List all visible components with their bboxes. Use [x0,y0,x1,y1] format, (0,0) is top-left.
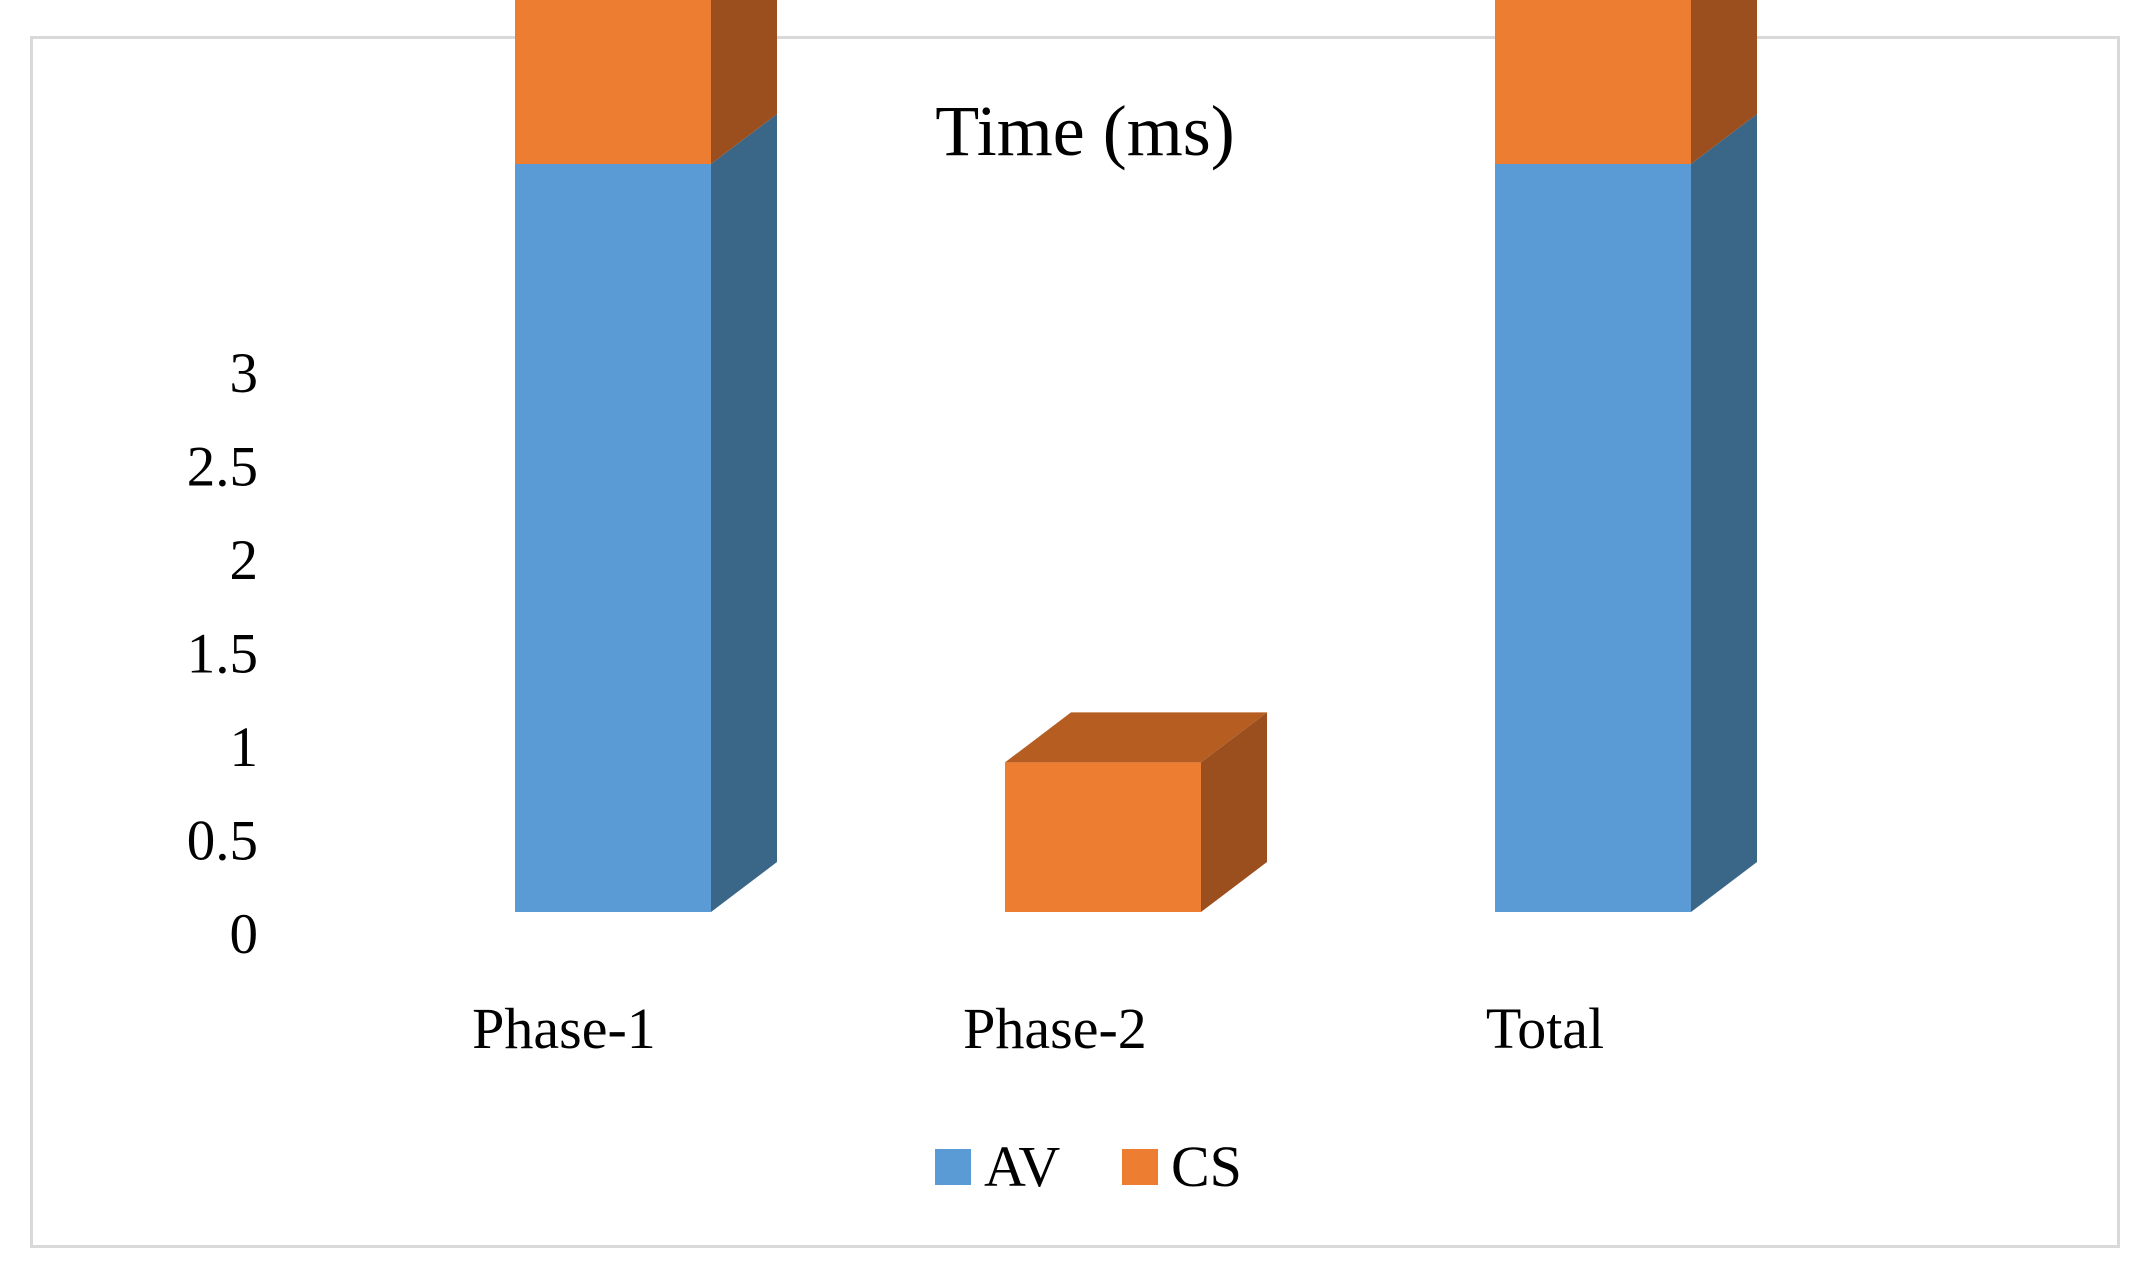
chart-title: Time (ms) [935,91,1234,171]
bar-front-face [1005,762,1201,912]
x-tick-label: Phase-2 [963,996,1147,1061]
y-tick-label: 2 [230,529,259,592]
y-tick-label: 1.5 [187,623,258,686]
x-axis-labels: Phase-1 Phase-2 Total [472,996,1604,1061]
x-tick-label: Phase-1 [472,996,656,1061]
legend-label-av: AV [984,1134,1060,1199]
bar-front-face [1495,0,1691,164]
bar-side-face [711,0,777,164]
bar-total-cs [1495,0,1757,164]
bar-front-face [1495,164,1691,912]
bar-phase-1-av [515,114,777,912]
y-tick-label: 0 [230,903,259,966]
bar-phase-2-cs [1005,712,1267,912]
y-tick-label: 2.5 [187,436,258,499]
bar-side-face [1691,0,1757,164]
y-tick-label: 1 [230,716,259,779]
bar-top-face [1005,712,1267,763]
legend-label-cs: CS [1171,1134,1242,1199]
y-axis-ticks: 0 0.5 1 1.5 2 2.5 3 [187,342,258,966]
bar-side-face [1691,114,1757,912]
y-tick-label: 0.5 [187,810,258,873]
bar-front-face [515,0,711,164]
bar-side-face [711,114,777,912]
bars [515,0,1757,912]
bar-front-face [515,164,711,912]
x-tick-label: Total [1486,996,1604,1061]
legend-swatch-cs [1122,1149,1158,1185]
legend-swatch-av [935,1149,971,1185]
chart-frame [30,36,2120,1248]
bar-total-av [1495,114,1757,912]
bar-side-face [1201,712,1267,912]
legend: AV CS [935,1134,1242,1199]
bar-phase-1-cs [515,0,777,164]
y-tick-label: 3 [230,342,259,405]
